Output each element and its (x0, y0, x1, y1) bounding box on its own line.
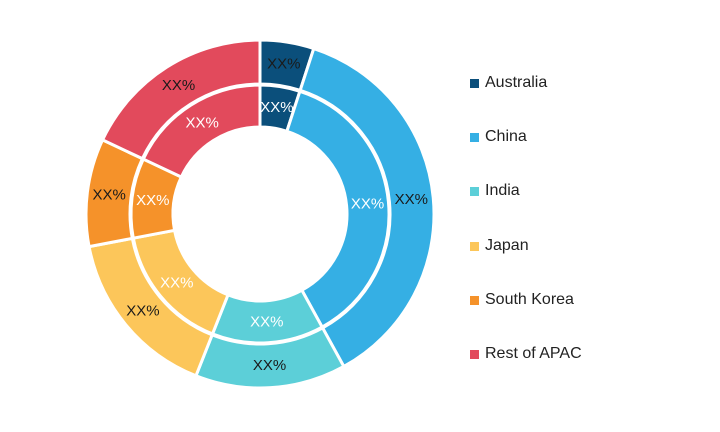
legend-item-australia: Australia (470, 72, 547, 94)
outer-label-rest-of-apac: XX% (162, 77, 195, 94)
legend-swatch-japan (470, 241, 479, 251)
outer-label-china: XX% (395, 191, 428, 208)
legend-swatch-australia (470, 78, 479, 88)
legend: Australia China India Japan South Korea … (470, 0, 710, 432)
outer-label-india: XX% (253, 357, 286, 374)
inner-label-china: XX% (351, 195, 384, 212)
legend-item-india: India (470, 180, 520, 202)
legend-label-india: India (485, 182, 520, 199)
legend-swatch-china (470, 132, 479, 142)
legend-item-south-korea: South Korea (470, 289, 574, 311)
legend-label-rest-of-apac: Rest of APAC (485, 345, 582, 362)
legend-swatch-india (470, 186, 479, 196)
inner-label-rest-of-apac: XX% (185, 114, 218, 131)
legend-item-japan: Japan (470, 235, 529, 257)
legend-label-australia: Australia (485, 74, 548, 91)
inner-slice-china (284, 89, 391, 330)
legend-swatch-rest-of-apac (470, 349, 479, 359)
legend-item-china: China (470, 126, 527, 148)
inner-slice-rest-of-apac (141, 83, 262, 179)
inner-label-south-korea: XX% (136, 192, 169, 209)
inner-label-japan: XX% (160, 274, 193, 291)
legend-label-south-korea: South Korea (485, 291, 574, 308)
legend-swatch-south-korea (470, 295, 479, 305)
inner-label-australia: XX% (260, 99, 293, 116)
legend-label-china: China (485, 128, 527, 145)
outer-label-japan: XX% (126, 302, 159, 319)
outer-label-south-korea: XX% (93, 186, 126, 203)
outer-label-australia: XX% (267, 55, 300, 72)
legend-item-rest-of-apac: Rest of APAC (470, 343, 582, 365)
legend-label-japan: Japan (485, 237, 529, 254)
inner-label-india: XX% (250, 313, 283, 330)
